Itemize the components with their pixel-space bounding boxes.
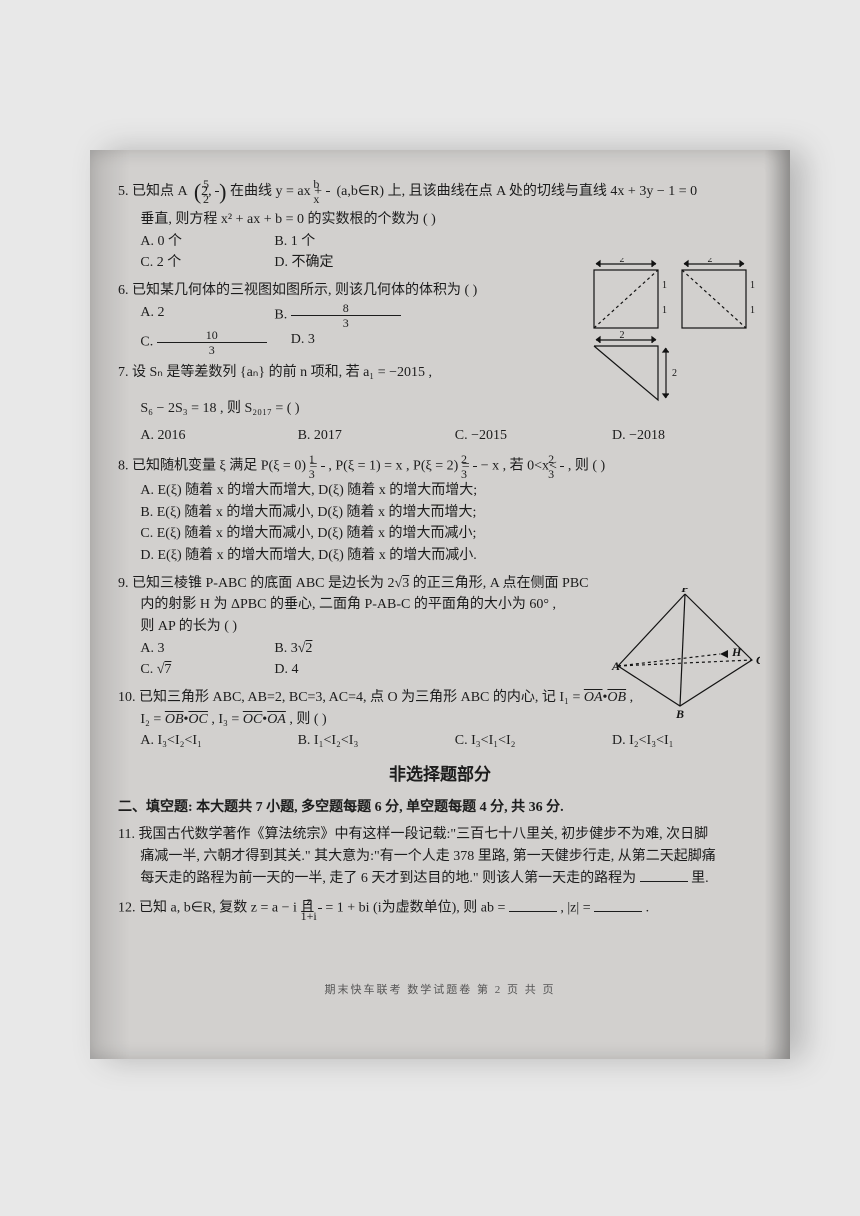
svg-text:1: 1 [750, 280, 755, 291]
q7-optA: A. 2016 [140, 425, 250, 447]
tetrahedron-figure: P A B C H [610, 588, 760, 726]
q10-optA: A. I₃<I₂<I₁ [140, 730, 250, 752]
q11-l1: 11. 我国古代数学著作《算法统宗》中有这样一段记载:"三百七十八里关, 初步健… [118, 824, 762, 846]
fill-head: 二、填空题: 本大题共 7 小题, 多空题每题 6 分, 单空题每题 4 分, … [118, 797, 762, 819]
page-footer: 期末快车联考 数学试题卷 第 2 页 共 页 [118, 982, 762, 999]
q7-optD: D. −2018 [612, 425, 722, 447]
q12-stem: 12. 已知 a, b∈R, 复数 z = a − i 且 z1+i = 1 +… [118, 895, 762, 922]
svg-text:A: A [611, 659, 620, 673]
q8-stem: 8. 已知随机变量 ξ 满足 P(ξ = 0) = 13 , P(ξ = 1) … [118, 453, 762, 480]
tetra-svg: P A B C H [610, 588, 760, 718]
svg-text:B: B [675, 707, 684, 718]
q6-optD: D. 3 [291, 329, 401, 356]
q5-optC: C. 2 个 [140, 252, 250, 274]
q5-text-b: 在曲线 y = ax + [230, 184, 322, 199]
svg-text:C: C [756, 653, 760, 667]
q5-optA: A. 0 个 [140, 231, 250, 253]
q10-optC: C. I₃<I₁<I₂ [455, 730, 565, 752]
q11-l3: 每天走的路程为前一天的一半, 走了 6 天才到达目的地." 则该人第一天走的路程… [118, 868, 762, 890]
q12-blank1 [509, 898, 557, 912]
svg-text:1: 1 [662, 305, 667, 316]
q8-optC: C. E(ξ) 随着 x 的增大而减小, D(ξ) 随着 x 的增大而减小; [118, 523, 762, 545]
exam-page: 5. 已知点 A (2, 52) 在曲线 y = ax + bx (a,b∈R)… [90, 150, 790, 1059]
q8-optD: D. E(ξ) 随着 x 的增大而增大, D(ξ) 随着 x 的增大而减小. [118, 545, 762, 567]
q9-optB: B. 3√2 [274, 638, 384, 660]
section-title: 非选择题部分 [118, 762, 762, 788]
q5-stem: 5. 已知点 A (2, 52) 在曲线 y = ax + bx (a,b∈R)… [118, 175, 762, 209]
q5-options: A. 0 个 B. 1 个 [118, 231, 762, 253]
svg-text:2: 2 [620, 330, 625, 341]
q11-blank [640, 868, 688, 882]
svg-text:2: 2 [672, 368, 677, 379]
svg-text:1: 1 [750, 305, 755, 316]
q10-optB: B. I₁<I₂<I₃ [298, 730, 408, 752]
three-views-svg: 2 2 2 2 1 1 1 1 [586, 258, 766, 418]
svg-text:1: 1 [662, 280, 667, 291]
q5-optB: B. 1 个 [274, 231, 384, 253]
q5-text-a: 5. 已知点 A [118, 184, 187, 199]
question-8: 8. 已知随机变量 ξ 满足 P(ξ = 0) = 13 , P(ξ = 1) … [118, 453, 762, 567]
svg-text:H: H [731, 645, 742, 659]
q8-optB: B. E(ξ) 随着 x 的增大而减小, D(ξ) 随着 x 的增大而增大; [118, 502, 762, 524]
q7-options: A. 2016 B. 2017 C. −2015 D. −2018 [118, 425, 762, 447]
q6-optB: B. 83 [274, 302, 400, 329]
question-12: 12. 已知 a, b∈R, 复数 z = a − i 且 z1+i = 1 +… [118, 895, 762, 922]
three-views-figure: 2 2 2 2 1 1 1 1 [586, 258, 766, 426]
q10-options: A. I₃<I₂<I₁ B. I₁<I₂<I₃ C. I₃<I₁<I₂ D. I… [118, 730, 762, 752]
q9-optA: A. 3 [140, 638, 250, 660]
page-curvature-shade [764, 150, 790, 1059]
q5-point-paren: (2, 52) [190, 184, 230, 199]
q12-blank2 [594, 898, 642, 912]
q6-optA: A. 2 [140, 302, 250, 329]
q11-l2: 痛减一半, 六朝才得到其关." 其大意为:"有一个人走 378 里路, 第一天健… [118, 846, 762, 868]
svg-text:2: 2 [708, 258, 713, 265]
q9-optC: C. √7 [140, 659, 250, 681]
q7-optC: C. −2015 [455, 425, 565, 447]
q10-optD: D. I₂<I₃<I₁ [612, 730, 722, 752]
q7-optB: B. 2017 [298, 425, 408, 447]
q5-text-c: (a,b∈R) 上, 且该曲线在点 A 处的切线与直线 4x + 3y − 1 … [337, 184, 698, 199]
q5-optD: D. 不确定 [274, 252, 384, 274]
q8-optA: A. E(ξ) 随着 x 的增大而增大, D(ξ) 随着 x 的增大而增大; [118, 480, 762, 502]
q9-optD: D. 4 [274, 659, 384, 681]
q5-frac-bx: bx [326, 178, 330, 205]
q6-optC: C. 103 [140, 329, 266, 356]
svg-text:2: 2 [620, 258, 625, 265]
question-11: 11. 我国古代数学著作《算法统宗》中有这样一段记载:"三百七十八里关, 初步健… [118, 824, 762, 889]
q5-sub: 垂直, 则方程 x² + ax + b = 0 的实数根的个数为 ( ) [118, 209, 762, 231]
svg-text:P: P [681, 588, 689, 595]
